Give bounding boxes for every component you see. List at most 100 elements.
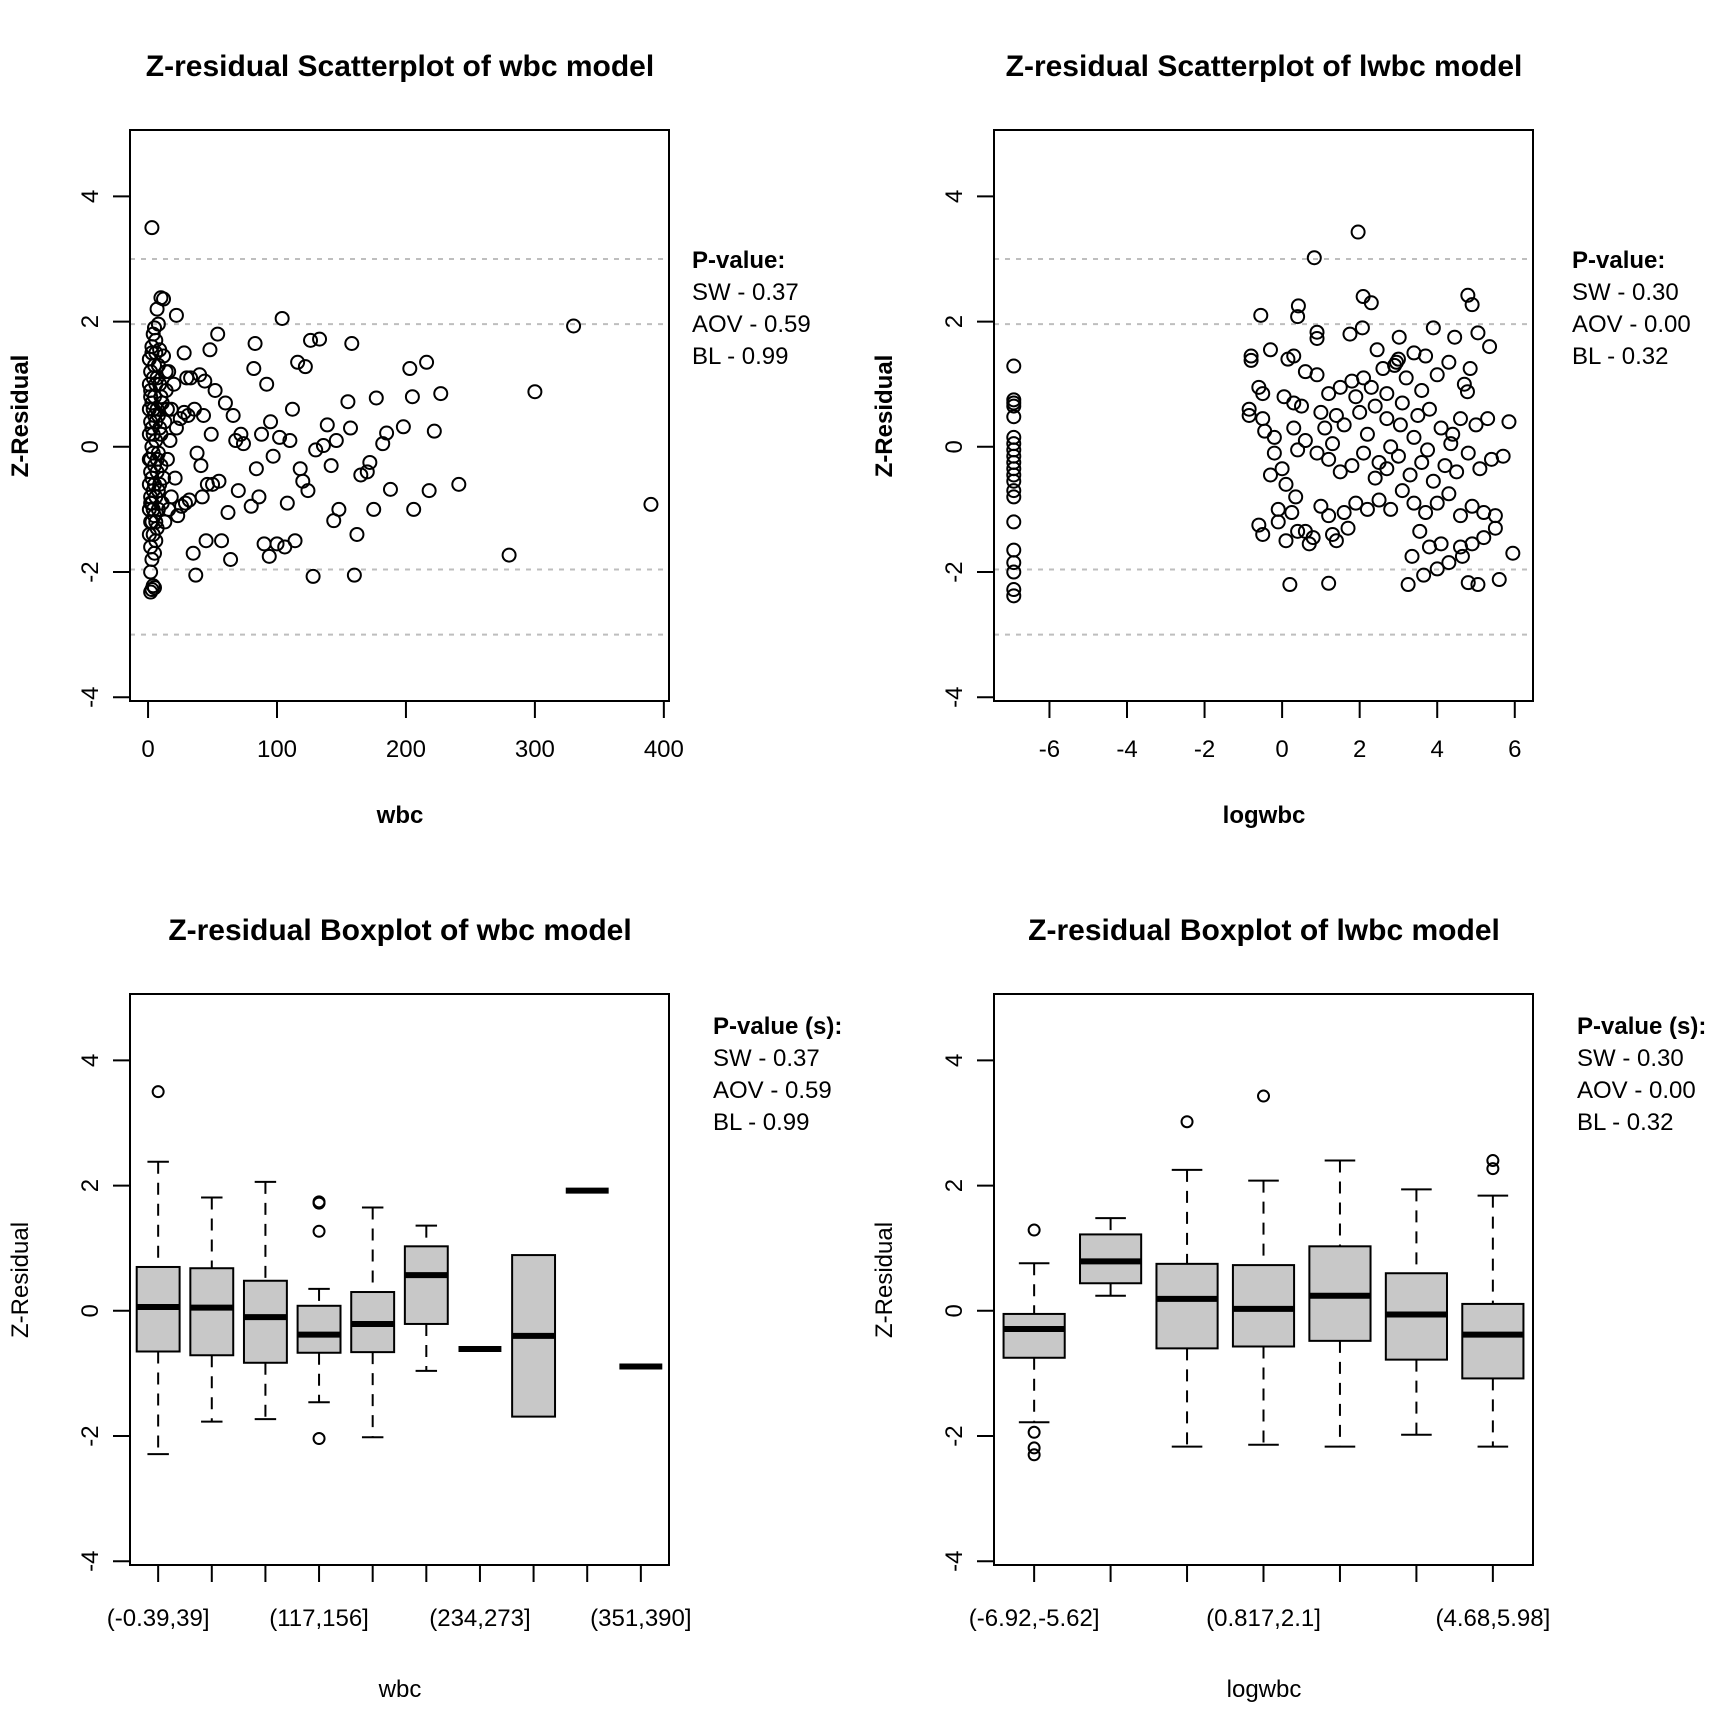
data-point bbox=[1459, 384, 1475, 400]
data-point bbox=[1420, 442, 1436, 458]
data-point bbox=[1404, 548, 1420, 564]
outlier-point bbox=[1257, 1089, 1270, 1103]
y-tick-label: -4 bbox=[941, 1551, 968, 1572]
data-point bbox=[1297, 433, 1313, 449]
data-point bbox=[197, 373, 213, 389]
data-point bbox=[1383, 439, 1399, 455]
data-point bbox=[207, 382, 223, 398]
data-point bbox=[176, 345, 192, 361]
data-point bbox=[1270, 501, 1286, 517]
data-point bbox=[1336, 505, 1352, 521]
x-axis-label: logwbc bbox=[1223, 802, 1306, 829]
data-point bbox=[1006, 564, 1022, 580]
data-point bbox=[269, 536, 285, 552]
data-point bbox=[176, 404, 192, 420]
y-tick-label: 2 bbox=[941, 1179, 968, 1192]
x-axis-label: wbc bbox=[378, 1676, 422, 1703]
data-point bbox=[1418, 505, 1434, 521]
data-point bbox=[1253, 307, 1269, 323]
data-point bbox=[1425, 320, 1441, 336]
data-point bbox=[1243, 352, 1259, 368]
data-point bbox=[1441, 354, 1457, 370]
data-point bbox=[1313, 498, 1329, 514]
x-tick-label: 6 bbox=[1508, 736, 1521, 763]
data-point bbox=[1460, 445, 1476, 461]
data-point bbox=[1429, 561, 1445, 577]
data-point bbox=[1464, 297, 1480, 313]
data-point bbox=[1313, 404, 1329, 420]
data-point bbox=[419, 354, 435, 370]
data-point bbox=[1460, 575, 1476, 591]
data-point bbox=[148, 514, 164, 530]
data-point bbox=[1460, 287, 1476, 303]
data-point bbox=[198, 533, 214, 549]
data-point bbox=[1416, 567, 1432, 583]
data-point bbox=[1255, 411, 1271, 427]
data-point bbox=[1437, 458, 1453, 474]
data-point bbox=[1290, 442, 1306, 458]
data-point bbox=[1321, 508, 1337, 524]
y-tick-label: 2 bbox=[77, 1179, 104, 1192]
data-point bbox=[166, 376, 182, 392]
data-point bbox=[1321, 451, 1337, 467]
data-point bbox=[1369, 342, 1385, 358]
data-point bbox=[159, 401, 175, 417]
y-tick-label: 4 bbox=[941, 1054, 968, 1067]
data-point bbox=[1441, 555, 1457, 571]
data-point bbox=[297, 359, 313, 375]
data-point bbox=[1356, 445, 1372, 461]
y-tick-label: -4 bbox=[77, 687, 104, 708]
data-point bbox=[149, 301, 165, 317]
legend-header: P-value (s): bbox=[1577, 1013, 1706, 1040]
data-point bbox=[566, 318, 582, 334]
x-axis-label: logwbc bbox=[1227, 1676, 1302, 1703]
data-point bbox=[343, 420, 358, 436]
data-point bbox=[346, 567, 362, 583]
data-point bbox=[382, 481, 398, 497]
x-tick-label: 4 bbox=[1431, 736, 1444, 763]
data-point bbox=[300, 483, 316, 499]
data-point bbox=[527, 384, 543, 400]
y-tick-label: 0 bbox=[77, 1304, 104, 1317]
data-point bbox=[287, 533, 303, 549]
data-point bbox=[168, 307, 184, 323]
data-point bbox=[1441, 486, 1457, 502]
outlier-point bbox=[1027, 1448, 1041, 1462]
data-point bbox=[1006, 514, 1022, 530]
legend-header: P-value: bbox=[692, 247, 785, 274]
legend-header: P-value (s): bbox=[713, 1013, 842, 1040]
data-point bbox=[177, 495, 193, 511]
outlier-point bbox=[1180, 1115, 1194, 1129]
data-point bbox=[1006, 489, 1022, 505]
data-point bbox=[1398, 370, 1414, 386]
data-point bbox=[368, 390, 384, 406]
data-point bbox=[1391, 329, 1407, 345]
data-point bbox=[143, 584, 159, 600]
data-point bbox=[1309, 324, 1325, 340]
data-point bbox=[1350, 224, 1366, 240]
x-axis-label: wbc bbox=[376, 802, 424, 829]
legend-line-aov: AOV - 0.59 bbox=[692, 311, 811, 338]
x-tick-label: (351,390] bbox=[590, 1605, 691, 1632]
data-point bbox=[235, 436, 251, 452]
data-point bbox=[1274, 461, 1290, 477]
data-point bbox=[359, 464, 375, 480]
box bbox=[1231, 1264, 1296, 1348]
data-point bbox=[1501, 414, 1517, 430]
x-tick-label: -4 bbox=[1116, 736, 1137, 763]
data-point bbox=[1480, 411, 1496, 427]
data-point bbox=[1321, 386, 1337, 402]
data-point bbox=[1462, 361, 1478, 377]
data-point bbox=[1332, 379, 1348, 395]
data-point bbox=[196, 408, 211, 423]
data-point bbox=[1321, 575, 1337, 591]
data-point bbox=[1410, 408, 1426, 423]
data-point bbox=[1243, 348, 1259, 364]
data-point bbox=[1241, 401, 1257, 417]
x-tick-label: (-0.39,39] bbox=[107, 1605, 210, 1632]
x-tick-label: (4.68,5.98] bbox=[1435, 1605, 1550, 1632]
data-point bbox=[643, 496, 659, 512]
data-point bbox=[1325, 436, 1341, 452]
data-point bbox=[193, 458, 209, 474]
